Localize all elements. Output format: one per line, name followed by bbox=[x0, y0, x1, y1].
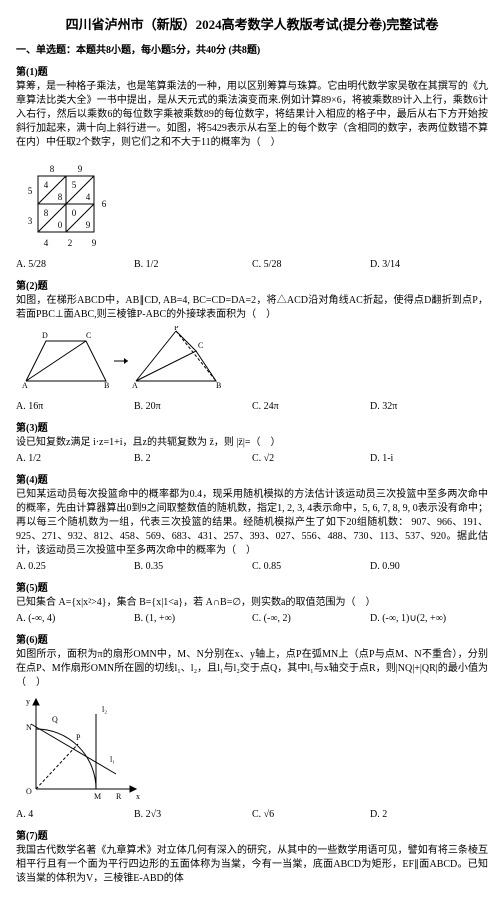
svg-text:8: 8 bbox=[50, 164, 55, 174]
q1-optA: A. 5/28 bbox=[16, 258, 134, 272]
svg-text:5: 5 bbox=[72, 180, 77, 190]
q7-stem: 我国古代数学名著《九章算术》对立体几何有深入的研究，从其中的一些数学用语可见，譬… bbox=[16, 844, 488, 886]
svg-text:D: D bbox=[42, 331, 48, 340]
q3-optB: B. 2 bbox=[134, 452, 252, 466]
svg-text:9: 9 bbox=[86, 220, 91, 230]
q5-optC: C. (-∞, 2) bbox=[252, 612, 370, 626]
q6-options: A. 4 B. 2√3 C. √6 D. 2 bbox=[16, 808, 488, 822]
q2-optA: A. 16π bbox=[16, 400, 134, 414]
svg-text:O: O bbox=[26, 787, 32, 796]
svg-text:Q: Q bbox=[52, 715, 58, 724]
q3-stem: 设已知复数z满足 i·z=1+i，且z的共轭复数为 z̄，则 |z̄|=（ ） bbox=[16, 436, 488, 450]
svg-text:8: 8 bbox=[58, 192, 63, 202]
q4-optB: B. 0.35 bbox=[134, 560, 252, 574]
exam-title: 四川省泸州市（新版）2024高考数学人教版考试(提分卷)完整试卷 bbox=[16, 16, 488, 34]
svg-text:P: P bbox=[174, 326, 179, 332]
q2-optB: B. 20π bbox=[134, 400, 252, 414]
q1-optC: C. 5/28 bbox=[252, 258, 370, 272]
q2-optD: D. 32π bbox=[370, 400, 488, 414]
svg-text:4: 4 bbox=[44, 238, 49, 248]
svg-text:8: 8 bbox=[44, 208, 49, 218]
q4-optD: D. 0.90 bbox=[370, 560, 488, 574]
svg-text:4: 4 bbox=[86, 192, 91, 202]
svg-text:5: 5 bbox=[28, 186, 33, 196]
svg-text:A: A bbox=[132, 381, 138, 390]
q2-head: 第(2)题 bbox=[16, 280, 488, 294]
q1-head: 第(1)题 bbox=[16, 66, 488, 80]
q5-options: A. (-∞, 4) B. (1, +∞) C. (-∞, 2) D. (-∞,… bbox=[16, 612, 488, 626]
q4-stem: 已知某运动员每次投篮命中的概率都为0.4，现采用随机模拟的方法估计该运动员三次投… bbox=[16, 488, 488, 558]
q4-options: A. 0.25 B. 0.35 C. 0.85 D. 0.90 bbox=[16, 560, 488, 574]
q3-head: 第(3)题 bbox=[16, 422, 488, 436]
q4-optA: A. 0.25 bbox=[16, 560, 134, 574]
svg-text:A: A bbox=[22, 381, 28, 390]
svg-text:B: B bbox=[216, 381, 221, 390]
q3-optC: C. √2 bbox=[252, 452, 370, 466]
q3-options: A. 1/2 B. 2 C. √2 D. 1-i bbox=[16, 452, 488, 466]
q6-optB: B. 2√3 bbox=[134, 808, 252, 822]
svg-text:N: N bbox=[26, 723, 32, 732]
q1-optB: B. 1/2 bbox=[134, 258, 252, 272]
q1-diagram: 8 9 6 4 8 5 4 8 0 0 9 5 3 4 2 9 bbox=[16, 154, 488, 254]
q5-optB: B. (1, +∞) bbox=[134, 612, 252, 626]
svg-text:9: 9 bbox=[92, 238, 97, 248]
q6-optD: D. 2 bbox=[370, 808, 488, 822]
svg-text:M: M bbox=[94, 792, 101, 801]
q3-optD: D. 1-i bbox=[370, 452, 488, 466]
svg-text:2: 2 bbox=[68, 238, 73, 248]
svg-text:9: 9 bbox=[78, 164, 83, 174]
q6-optC: C. √6 bbox=[252, 808, 370, 822]
q5-head: 第(5)题 bbox=[16, 582, 488, 596]
svg-text:P: P bbox=[76, 733, 81, 742]
section-1-head: 一、单选题：本题共8小题，每小题5分，共40分 (共8题) bbox=[16, 44, 488, 58]
q4-head: 第(4)题 bbox=[16, 474, 488, 488]
q5-stem: 已知集合 A={x|x²>4}，集合 B={x|1<a}，若 A∩B=∅，则实数… bbox=[16, 596, 488, 610]
svg-text:y: y bbox=[26, 697, 30, 706]
q6-head: 第(6)题 bbox=[16, 634, 488, 648]
svg-text:6: 6 bbox=[102, 199, 107, 209]
svg-text:R: R bbox=[116, 792, 122, 801]
q2-optC: C. 24π bbox=[252, 400, 370, 414]
svg-text:0: 0 bbox=[72, 208, 77, 218]
q2-diagram: A B C D A B C P bbox=[16, 326, 488, 396]
svg-text:x: x bbox=[136, 792, 140, 801]
svg-text:C: C bbox=[86, 331, 91, 340]
q6-optA: A. 4 bbox=[16, 808, 134, 822]
svg-text:C: C bbox=[198, 341, 203, 350]
q6-stem: 如图所示，面积为π的扇形OMN中，M、N分别在x、y轴上，点P在弧MN上（点P与… bbox=[16, 648, 488, 690]
svg-text:3: 3 bbox=[28, 216, 33, 226]
svg-text:4: 4 bbox=[44, 180, 49, 190]
q6-diagram: O N M R x y P Q l₂ l₁ bbox=[16, 694, 488, 804]
q3-optA: A. 1/2 bbox=[16, 452, 134, 466]
q5-optD: D. (-∞, 1)∪(2, +∞) bbox=[370, 612, 488, 626]
svg-text:l₁: l₁ bbox=[110, 755, 115, 764]
q5-optA: A. (-∞, 4) bbox=[16, 612, 134, 626]
q7-head: 第(7)题 bbox=[16, 830, 488, 844]
q1-optD: D. 3/14 bbox=[370, 258, 488, 272]
q1-options: A. 5/28 B. 1/2 C. 5/28 D. 3/14 bbox=[16, 258, 488, 272]
q2-options: A. 16π B. 20π C. 24π D. 32π bbox=[16, 400, 488, 414]
q2-stem: 如图，在梯形ABCD中，AB∥CD, AB=4, BC=CD=DA=2，将△AC… bbox=[16, 294, 488, 322]
q1-stem: 算筹，是一种格子乘法，也是笔算乘法的一种，用以区别筹算与珠算。它由明代数学家吴敬… bbox=[16, 80, 488, 150]
svg-text:B: B bbox=[104, 381, 109, 390]
q4-optC: C. 0.85 bbox=[252, 560, 370, 574]
svg-text:0: 0 bbox=[58, 220, 63, 230]
